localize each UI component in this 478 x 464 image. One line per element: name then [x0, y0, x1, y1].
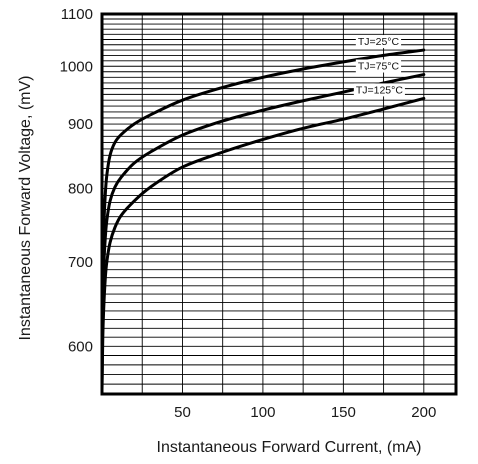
y-tick-label: 1100: [61, 6, 93, 23]
x-tick-label: 50: [174, 404, 191, 421]
x-tick-label: 150: [331, 404, 356, 421]
curve-label-bg: [355, 35, 402, 49]
x-tick-label: 100: [250, 404, 275, 421]
curve-series-2: [100, 73, 426, 386]
curve-label-series-3: TJ=125°C: [356, 84, 404, 96]
x-axis-label: Instantaneous Forward Current, (mA): [157, 439, 422, 456]
x-tick-labels: 50 100 150 200: [174, 404, 436, 421]
curve-series-1: [100, 48, 426, 391]
y-tick-label: 600: [68, 338, 93, 355]
plot-frame: [100, 12, 458, 396]
y-tick-labels: 600 700 800 900 1000 1100: [60, 6, 93, 355]
vertical-grid: [141, 14, 425, 394]
y-tick-label: 900: [68, 116, 93, 133]
y-tick-label: 1000: [60, 58, 93, 75]
curve-series-3: [100, 96, 426, 391]
x-tick-label: 200: [411, 404, 436, 421]
y-axis-label: Instantaneous Forward Voltage, (mV): [17, 75, 34, 340]
y-tick-label: 700: [68, 254, 93, 271]
curve-label-series-1: TJ=25°C: [358, 36, 400, 48]
curve-label-bg: [355, 59, 402, 73]
y-tick-label: 800: [68, 181, 93, 198]
curve-label-series-2: TJ=75°C: [358, 61, 400, 73]
curve-labels: TJ=25°C TJ=75°C TJ=125°C: [353, 35, 405, 97]
curves: [100, 48, 426, 391]
curve-label-bg: [353, 83, 405, 97]
